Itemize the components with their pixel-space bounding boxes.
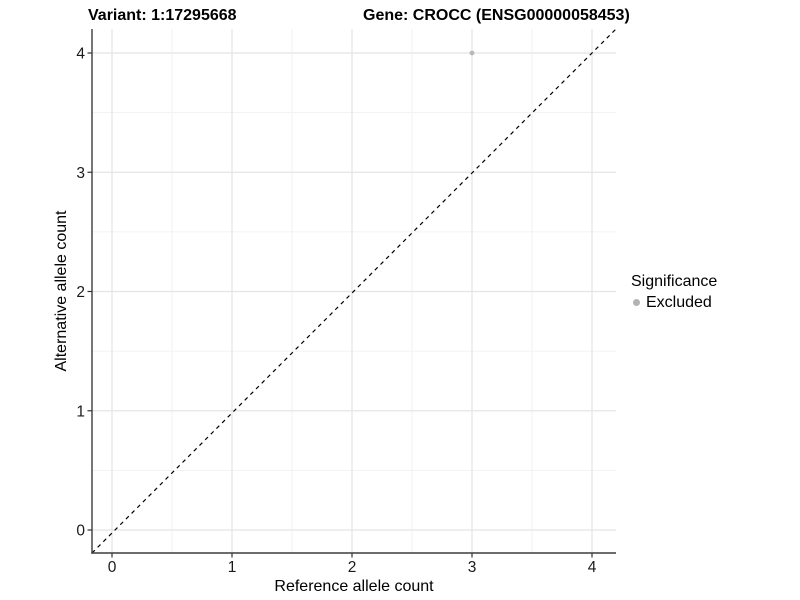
y-axis-title: Alternative allele count [53,210,70,372]
x-tick-label: 0 [108,559,117,576]
x-tick-label: 2 [348,559,357,576]
variant-title: Variant: 1:17295668 [88,7,237,24]
legend-item-label: Excluded [646,294,712,311]
x-axis-title: Reference allele count [274,578,434,595]
x-tick-label: 1 [228,559,237,576]
y-tick-label: 1 [76,403,85,420]
legend-title: Significance [631,273,718,290]
y-tick-label: 0 [76,523,85,540]
x-tick-label: 3 [468,559,477,576]
y-tick-label: 4 [76,46,85,63]
identity-reference-line [91,28,617,554]
y-tick-label: 2 [76,284,85,301]
data-point [469,50,475,56]
legend-item-excluded: Excluded [631,293,717,312]
gene-title: Gene: CROCC (ENSG00000058453) [363,7,630,24]
legend: Significance Excluded [631,272,717,312]
y-tick-label: 3 [76,165,85,182]
legend-point-icon [633,299,640,306]
x-tick-label: 4 [588,559,597,576]
